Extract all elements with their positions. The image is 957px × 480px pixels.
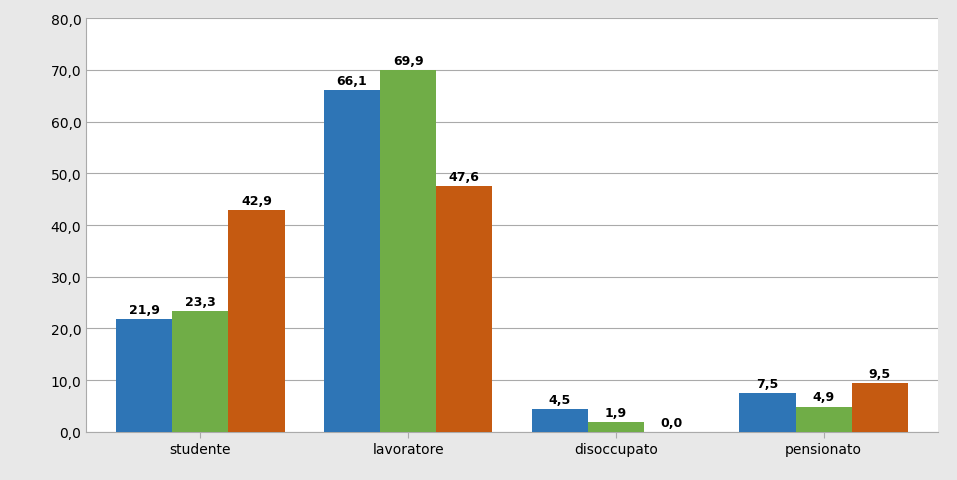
Bar <box>116 319 172 432</box>
Bar <box>172 312 229 432</box>
Text: 1,9: 1,9 <box>605 406 627 419</box>
Text: 42,9: 42,9 <box>241 194 272 207</box>
Text: 66,1: 66,1 <box>337 75 367 88</box>
Bar <box>532 409 588 432</box>
Bar <box>740 393 795 432</box>
Bar <box>229 211 284 432</box>
Text: 23,3: 23,3 <box>185 296 215 309</box>
Bar <box>380 72 436 432</box>
Text: 47,6: 47,6 <box>449 170 479 183</box>
Text: 4,5: 4,5 <box>548 393 571 406</box>
Bar <box>436 186 492 432</box>
Text: 9,5: 9,5 <box>869 367 891 380</box>
Text: 4,9: 4,9 <box>812 391 835 404</box>
Bar <box>852 383 908 432</box>
Text: 69,9: 69,9 <box>392 55 423 68</box>
Bar <box>324 91 380 432</box>
Text: 0,0: 0,0 <box>661 416 683 429</box>
Bar <box>795 407 852 432</box>
Bar <box>588 422 644 432</box>
Text: 21,9: 21,9 <box>129 303 160 316</box>
Text: 7,5: 7,5 <box>756 377 779 390</box>
